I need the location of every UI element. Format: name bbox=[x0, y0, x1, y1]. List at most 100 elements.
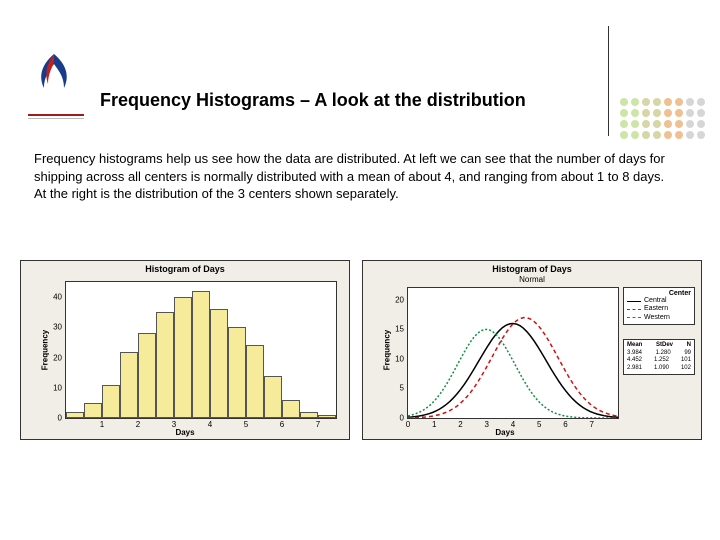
logo-flame-icon bbox=[30, 52, 78, 115]
dot bbox=[653, 109, 661, 117]
dot bbox=[642, 109, 650, 117]
chart-right-title: Histogram of Days bbox=[363, 264, 701, 274]
y-tick: 15 bbox=[395, 325, 408, 334]
dot bbox=[620, 131, 628, 139]
dot bbox=[664, 109, 672, 117]
legend-swatch bbox=[627, 317, 641, 318]
y-tick: 0 bbox=[58, 414, 66, 423]
dot bbox=[631, 120, 639, 128]
dot bbox=[653, 131, 661, 139]
histogram-bar bbox=[318, 415, 336, 418]
x-tick: 7 bbox=[316, 418, 320, 429]
histogram-bar bbox=[84, 403, 102, 418]
y-tick: 5 bbox=[400, 384, 408, 393]
dot bbox=[664, 131, 672, 139]
histogram-bar bbox=[210, 309, 228, 418]
histogram-bar bbox=[120, 352, 138, 418]
y-tick: 10 bbox=[53, 383, 66, 392]
histogram-chart-right: Histogram of Days Normal Frequency 05101… bbox=[362, 260, 702, 440]
legend-title: Center bbox=[627, 290, 691, 297]
dot bbox=[642, 131, 650, 139]
dot bbox=[697, 131, 705, 139]
chart-left-xlabel: Days bbox=[175, 428, 194, 437]
chart-right-xlabel: Days bbox=[495, 428, 514, 437]
legend-label: Eastern bbox=[644, 305, 668, 313]
chart-right-legend: CenterCentralEasternWestern bbox=[623, 287, 695, 325]
dot bbox=[620, 109, 628, 117]
stats-row: 3.9841.28099 bbox=[627, 350, 691, 358]
histogram-bar bbox=[192, 291, 210, 418]
curve-western bbox=[408, 329, 618, 418]
dot bbox=[664, 98, 672, 106]
logo-underline bbox=[28, 114, 84, 119]
histogram-bar bbox=[228, 327, 246, 418]
dot bbox=[675, 109, 683, 117]
curve-central bbox=[408, 324, 618, 418]
dot bbox=[631, 131, 639, 139]
dot bbox=[642, 98, 650, 106]
chart-left-ylabel: Frequency bbox=[41, 330, 50, 370]
chart-left-title: Histogram of Days bbox=[21, 264, 349, 274]
x-tick: 1 bbox=[432, 418, 436, 429]
histogram-bar bbox=[66, 412, 84, 418]
dot bbox=[620, 98, 628, 106]
x-tick: 6 bbox=[563, 418, 567, 429]
decorative-dot-grid bbox=[620, 98, 710, 142]
y-tick: 40 bbox=[53, 293, 66, 302]
legend-label: Western bbox=[644, 314, 670, 322]
dot bbox=[664, 120, 672, 128]
dot bbox=[620, 120, 628, 128]
histogram-bar bbox=[174, 297, 192, 418]
dot bbox=[675, 98, 683, 106]
chart-right-subtitle: Normal bbox=[363, 275, 701, 284]
slide: Frequency Histograms – A look at the dis… bbox=[0, 0, 720, 540]
histogram-bar bbox=[156, 312, 174, 418]
y-tick: 30 bbox=[53, 323, 66, 332]
x-tick: 6 bbox=[280, 418, 284, 429]
histogram-bar bbox=[246, 345, 264, 418]
x-tick: 5 bbox=[537, 418, 541, 429]
legend-item: Western bbox=[627, 314, 691, 322]
dot bbox=[697, 98, 705, 106]
chart-right-stats: MeanStDevN3.9841.280994.4521.2521012.981… bbox=[623, 339, 695, 375]
x-tick: 2 bbox=[136, 418, 140, 429]
charts-row: Histogram of Days Frequency 010203040123… bbox=[20, 260, 702, 440]
legend-swatch bbox=[627, 309, 641, 310]
histogram-bar bbox=[138, 333, 156, 418]
header-divider bbox=[608, 26, 609, 136]
legend-item: Central bbox=[627, 297, 691, 305]
dot bbox=[697, 109, 705, 117]
dot bbox=[653, 120, 661, 128]
y-tick: 20 bbox=[395, 295, 408, 304]
y-tick: 20 bbox=[53, 353, 66, 362]
x-tick: 7 bbox=[590, 418, 594, 429]
dot bbox=[675, 131, 683, 139]
histogram-bar bbox=[102, 385, 120, 418]
header: Frequency Histograms – A look at the dis… bbox=[0, 0, 720, 120]
page-title: Frequency Histograms – A look at the dis… bbox=[100, 90, 526, 111]
stats-row: 2.9811.090102 bbox=[627, 365, 691, 373]
chart-left-plot: 0102030401234567 bbox=[65, 281, 337, 419]
x-tick: 1 bbox=[100, 418, 104, 429]
dot bbox=[686, 109, 694, 117]
stats-row: 4.4521.252101 bbox=[627, 357, 691, 365]
chart-right-plot: 0510152001234567 bbox=[407, 287, 619, 419]
histogram-chart-left: Histogram of Days Frequency 010203040123… bbox=[20, 260, 350, 440]
y-tick: 10 bbox=[395, 354, 408, 363]
chart-right-ylabel: Frequency bbox=[383, 330, 392, 370]
legend-swatch bbox=[627, 301, 641, 302]
x-tick: 2 bbox=[458, 418, 462, 429]
x-tick: 5 bbox=[244, 418, 248, 429]
histogram-bar bbox=[282, 400, 300, 418]
dot bbox=[631, 109, 639, 117]
curve-eastern bbox=[408, 318, 618, 418]
body-paragraph: Frequency histograms help us see how the… bbox=[34, 150, 674, 203]
legend-label: Central bbox=[644, 297, 667, 305]
dot bbox=[642, 120, 650, 128]
x-tick: 4 bbox=[208, 418, 212, 429]
dot bbox=[686, 120, 694, 128]
x-tick: 0 bbox=[406, 418, 410, 429]
dot bbox=[686, 131, 694, 139]
dot bbox=[686, 98, 694, 106]
dot bbox=[675, 120, 683, 128]
